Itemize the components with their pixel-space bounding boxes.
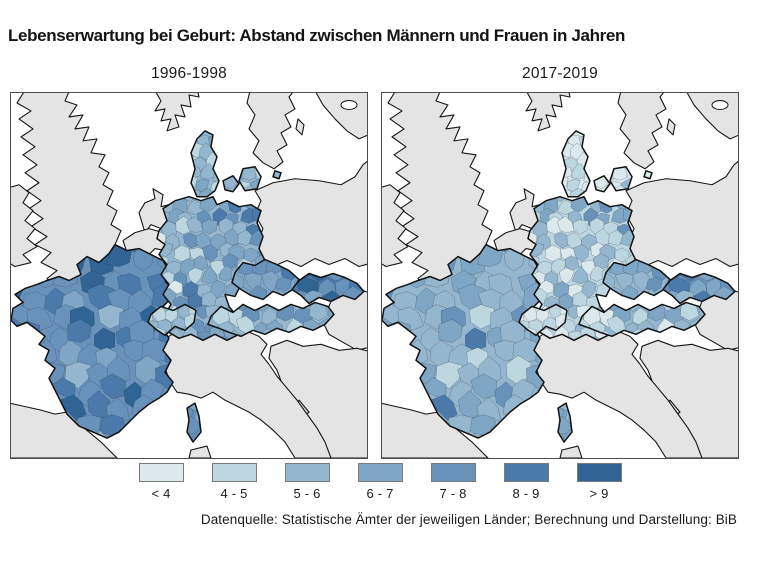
page-title: Lebenserwartung bei Geburt: Abstand zwis…	[8, 26, 626, 45]
legend-label: > 9	[589, 486, 609, 501]
legend-swatch	[430, 463, 476, 482]
legend-label: 4 - 5	[220, 486, 248, 501]
legend-swatch	[211, 463, 257, 482]
legend: < 4 4 - 5 5 - 6 6 - 7 7 - 8 8 - 9 > 9	[0, 463, 760, 501]
map-panel-1996-1998: 1996-1998	[10, 61, 368, 459]
legend-item: 8 - 9	[490, 463, 563, 501]
legend-item: < 4	[125, 463, 198, 501]
legend-item: 5 - 6	[271, 463, 344, 501]
map-panel-2017-2019: 2017-2019	[381, 61, 739, 459]
legend-swatch	[503, 463, 549, 482]
legend-swatch	[357, 463, 403, 482]
legend-label: < 4	[151, 486, 171, 501]
legend-swatch	[138, 463, 184, 482]
legend-label: 8 - 9	[512, 486, 540, 501]
legend-label: 5 - 6	[293, 486, 321, 501]
source-note: Datenquelle: Statistische Ämter der jewe…	[200, 512, 737, 527]
legend-swatch	[284, 463, 330, 482]
legend-label: 7 - 8	[439, 486, 467, 501]
legend-item: 6 - 7	[344, 463, 417, 501]
choropleth-map-1996-1998	[10, 92, 368, 459]
map-subtitle-2017-2019: 2017-2019	[522, 65, 598, 82]
legend-swatch	[576, 463, 622, 482]
choropleth-map-2017-2019	[381, 92, 739, 459]
legend-item: > 9	[563, 463, 636, 501]
maps-row: 1996-1998 2017-2019	[10, 61, 739, 459]
map-subtitle-1996-1998: 1996-1998	[151, 65, 227, 82]
legend-label: 6 - 7	[366, 486, 394, 501]
legend-item: 4 - 5	[198, 463, 271, 501]
legend-item: 7 - 8	[417, 463, 490, 501]
